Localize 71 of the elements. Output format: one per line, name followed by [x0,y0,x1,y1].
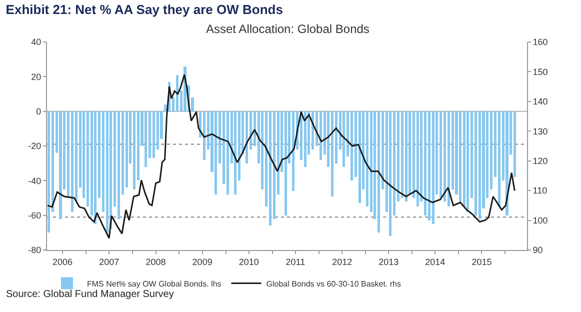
x-tick-label: 2013 [378,256,399,267]
bar [268,111,272,226]
bar [513,111,516,178]
chart-title: Exhibit 21: Net % AA Say they are OW Bonds [6,2,283,17]
y2-tick-label: 150 [532,66,548,77]
y-tick-label: 20 [31,72,42,82]
bar [118,111,120,219]
y2-tick-label: 120 [532,156,548,166]
bar [378,111,380,233]
bar [428,111,430,221]
bar [404,111,408,202]
x-tick-label: 2009 [192,256,212,267]
bar [202,111,206,160]
y-tick-label: 0 [36,106,42,116]
y-tick-label: -20 [28,141,42,152]
x-tick-label: 2006 [52,256,73,267]
y2-tick-label: 130 [532,126,548,136]
y2-tick-label: 90 [532,245,543,256]
bar [94,111,97,224]
bar [432,111,434,224]
y2-tick-label: 100 [532,215,548,226]
x-tick-label: 2012 [332,256,352,267]
y2-tick-label: 110 [532,186,548,196]
y2-tick-label: 140 [532,96,548,107]
bar [474,111,478,216]
x-tick-label: 2007 [99,256,120,267]
bar [331,111,334,196]
bar [106,111,108,233]
bar [234,111,236,195]
chart-subtitle: Asset Allocation: Global Bonds [206,22,370,36]
bar [389,111,392,236]
x-tick-label: 2010 [238,256,259,267]
y2-tick-label: 160 [532,37,548,48]
bar [416,111,420,207]
bar [478,111,481,219]
bar [447,111,450,207]
bar [144,111,148,167]
legend-label: Global Bonds vs 60-30-10 Basket. rhs [266,279,402,288]
bar [48,111,50,233]
bar [176,74,178,112]
bar [350,111,354,181]
x-tick-label: 2008 [146,256,166,267]
y-tick-label: 40 [31,37,42,48]
x-tick-label: 2011 [286,256,306,267]
x-tick-label: 2014 [425,256,446,267]
bar [440,111,442,198]
bar [342,111,346,167]
bar [506,111,508,216]
bar [226,111,229,195]
bar [400,111,404,198]
bar [304,111,306,167]
bar [466,111,470,212]
bar [133,111,136,190]
y-tick-label: -60 [28,210,42,220]
bar [110,111,112,230]
bar [246,111,248,164]
bar [498,111,500,207]
bar [152,111,156,158]
bar [284,111,287,216]
y-tick-label: -80 [28,245,42,256]
bar [292,111,295,192]
legend-label: FMS Net% say OW Global Bonds. lhs [87,279,222,288]
bar [319,111,322,160]
bar [59,111,62,219]
x-tick-label: 2015 [472,256,492,267]
line-series [47,74,516,239]
bar [214,111,218,195]
bar [358,111,361,204]
y-tick-label: -40 [28,176,42,186]
bar [70,111,74,212]
source-note: Source: Global Fund Manager Survey [6,289,174,300]
